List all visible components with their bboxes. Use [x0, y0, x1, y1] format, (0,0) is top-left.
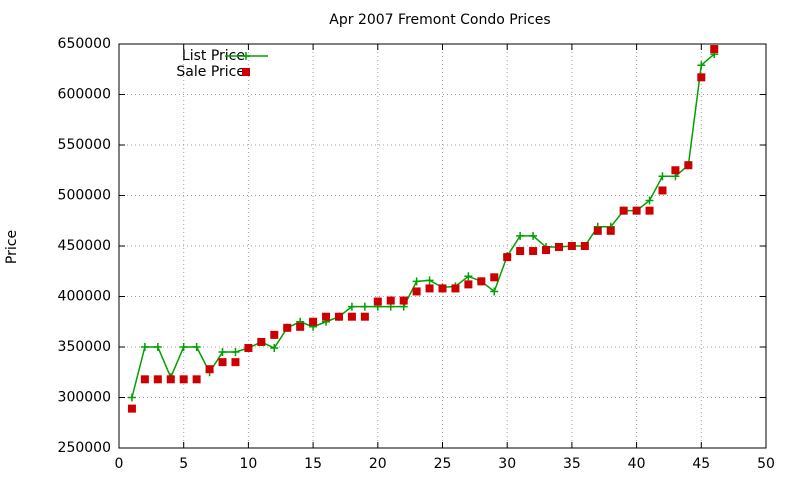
x-tick-label: 0: [115, 456, 124, 472]
y-tick-label: 600000: [58, 87, 111, 103]
point: [192, 375, 201, 384]
x-tick-label: 15: [304, 456, 322, 472]
legend-marker: [242, 52, 250, 60]
chart-title: Apr 2007 Fremont Condo Prices: [329, 12, 550, 28]
x-tick-label: 10: [239, 456, 257, 472]
point: [166, 375, 175, 384]
point: [231, 348, 240, 357]
point: [179, 343, 188, 351]
point: [477, 277, 486, 286]
point: [347, 312, 356, 321]
point: [684, 161, 693, 170]
point: [296, 322, 305, 331]
point: [516, 231, 525, 240]
point: [322, 312, 331, 321]
y-tick-label: 450000: [58, 238, 111, 254]
point: [412, 277, 421, 286]
point: [218, 348, 227, 357]
point: [425, 276, 434, 285]
point: [373, 297, 382, 306]
point: [516, 247, 525, 256]
point: [542, 246, 551, 255]
point: [140, 375, 149, 384]
y-tick-label: 550000: [58, 137, 111, 153]
point: [334, 312, 343, 321]
point: [438, 284, 447, 293]
y-tick-label: 300000: [58, 390, 111, 406]
x-tick-label: 50: [757, 456, 775, 472]
point: [127, 393, 136, 402]
x-tick-label: 45: [692, 456, 710, 472]
point: [710, 45, 719, 54]
x-tick-label: 40: [628, 456, 646, 472]
point: [399, 296, 408, 305]
point: [283, 323, 292, 332]
point: [179, 375, 188, 384]
x-tick-label: 30: [498, 456, 516, 472]
point: [464, 272, 473, 281]
point: [127, 404, 136, 413]
y-axis-label: Price: [4, 230, 20, 264]
legend-marker: [242, 68, 250, 76]
point: [360, 302, 369, 311]
point: [412, 287, 421, 296]
point: [231, 358, 240, 367]
point: [645, 196, 654, 205]
y-tick-label: 250000: [58, 440, 111, 456]
point: [205, 365, 214, 374]
point: [580, 242, 589, 250]
point: [140, 343, 149, 351]
point: [257, 337, 266, 346]
legend-label: Sale Price: [176, 64, 245, 80]
x-tick-label: 25: [434, 456, 452, 472]
point: [529, 231, 538, 240]
point: [619, 206, 628, 215]
point: [658, 172, 667, 181]
x-tick-label: 20: [369, 456, 387, 472]
point: [490, 273, 499, 282]
point: [658, 186, 667, 195]
point: [386, 296, 395, 305]
y-tick-label: 650000: [58, 36, 111, 52]
point: [529, 247, 538, 256]
x-tick-label: 5: [179, 456, 188, 472]
point: [244, 344, 253, 353]
point: [192, 343, 201, 351]
point: [347, 302, 356, 311]
point: [697, 61, 706, 70]
plot-frame: [118, 43, 767, 449]
point: [593, 226, 602, 235]
point: [218, 358, 227, 367]
point: [464, 280, 473, 289]
point: [503, 253, 512, 262]
point: [360, 312, 369, 321]
point: [153, 343, 162, 351]
point: [567, 242, 576, 250]
y-tick-label: 500000: [58, 188, 111, 204]
point: [153, 375, 162, 384]
point: [645, 206, 654, 215]
point: [606, 226, 615, 235]
y-tick-label: 350000: [58, 339, 111, 355]
point: [554, 243, 563, 252]
point: [671, 166, 680, 175]
point: [270, 344, 279, 353]
x-tick-label: 35: [563, 456, 581, 472]
point: [697, 73, 706, 82]
point: [451, 284, 460, 293]
point: [425, 284, 434, 293]
series-line: [131, 53, 715, 398]
y-tick-label: 400000: [58, 289, 111, 305]
point: [490, 287, 499, 296]
point: [270, 330, 279, 339]
point: [632, 206, 641, 215]
point: [309, 317, 318, 326]
legend-label: List Price: [182, 48, 245, 64]
